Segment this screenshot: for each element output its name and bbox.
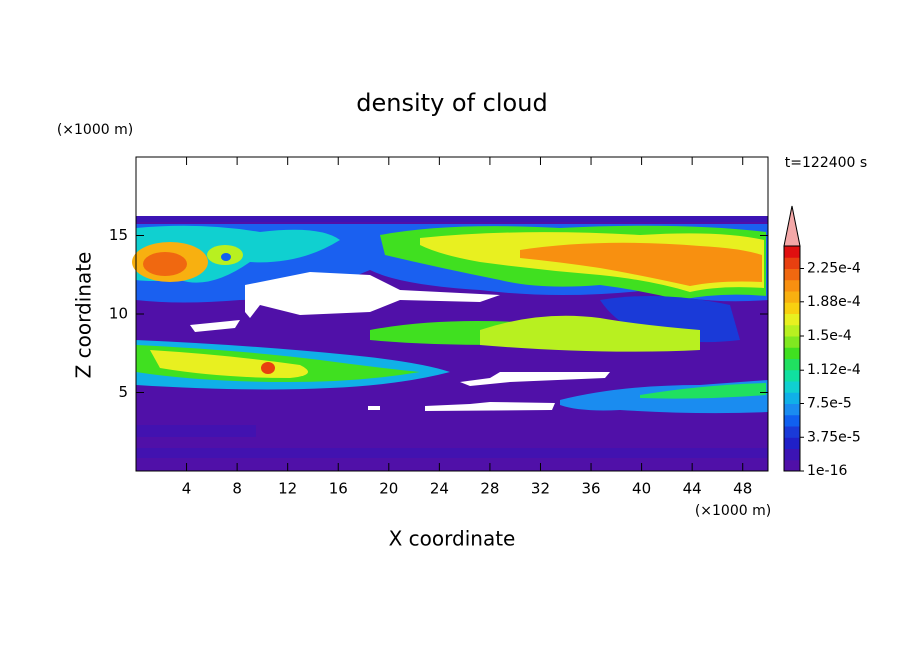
colorbar-tick-label: 1e-16 bbox=[807, 463, 847, 479]
colorbar-band bbox=[784, 414, 800, 427]
colorbar-band bbox=[784, 268, 800, 281]
x-axis-label: X coordinate bbox=[389, 527, 516, 551]
y-unit: (×1000 m) bbox=[57, 122, 133, 138]
contour-field bbox=[132, 216, 768, 471]
colorbar-band bbox=[784, 403, 800, 416]
colorbar-band bbox=[784, 291, 800, 303]
colorbar-extend bbox=[783, 205, 801, 247]
y-tick-label: 15 bbox=[109, 226, 128, 244]
colorbar-band bbox=[784, 246, 800, 258]
x-tick-label: 4 bbox=[182, 480, 192, 498]
colorbar-band bbox=[784, 279, 800, 292]
colorbar-tick-label: 7.5e-5 bbox=[807, 396, 852, 412]
y-tick-label: 5 bbox=[118, 383, 128, 401]
x-tick-label: 36 bbox=[581, 480, 600, 498]
colorbar-tick-label: 1.88e-4 bbox=[807, 294, 861, 310]
colorbar-band bbox=[784, 369, 800, 382]
y-axis-label: Z coordinate bbox=[72, 252, 96, 379]
x-tick-label: 44 bbox=[683, 480, 702, 498]
colorbar-frame bbox=[783, 245, 801, 472]
colorbar-tick-label: 1.5e-4 bbox=[807, 328, 852, 344]
chart-title: density of cloud bbox=[356, 89, 547, 117]
colorbar-band bbox=[784, 437, 800, 449]
colorbar-band bbox=[784, 459, 800, 472]
x-tick-label: 32 bbox=[531, 480, 550, 498]
colorbar-band bbox=[784, 426, 800, 438]
x-tick-label: 20 bbox=[379, 480, 398, 498]
x-tick-label: 48 bbox=[733, 480, 752, 498]
x-tick-label: 28 bbox=[480, 480, 499, 498]
x-tick-label: 24 bbox=[430, 480, 449, 498]
colorbar-band bbox=[784, 324, 800, 337]
colorbar-tick-label: 3.75e-5 bbox=[807, 429, 861, 445]
colorbar-tick-label: 2.25e-4 bbox=[807, 261, 861, 277]
colorbar-band bbox=[784, 313, 800, 326]
annotation: t=122400 s bbox=[785, 155, 867, 171]
colorbar-band bbox=[784, 358, 800, 371]
colorbar-band bbox=[784, 381, 800, 393]
y-tick-label: 10 bbox=[109, 305, 128, 323]
colorbar-band bbox=[784, 448, 800, 461]
x-tick-label: 8 bbox=[232, 480, 242, 498]
x-tick-label: 12 bbox=[278, 480, 297, 498]
colorbar-band bbox=[784, 302, 800, 314]
colorbar-band bbox=[784, 347, 800, 359]
x-tick-label: 16 bbox=[329, 480, 348, 498]
colorbar-tick-label: 1.12e-4 bbox=[807, 362, 861, 378]
x-unit: (×1000 m) bbox=[695, 503, 771, 519]
colorbar-band bbox=[784, 257, 800, 269]
x-tick-label: 40 bbox=[632, 480, 651, 498]
colorbar-band bbox=[784, 336, 800, 348]
colorbar-band bbox=[784, 392, 800, 404]
